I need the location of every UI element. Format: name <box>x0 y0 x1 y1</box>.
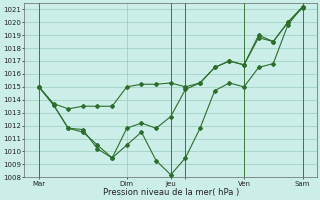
X-axis label: Pression niveau de la mer( hPa ): Pression niveau de la mer( hPa ) <box>103 188 239 197</box>
